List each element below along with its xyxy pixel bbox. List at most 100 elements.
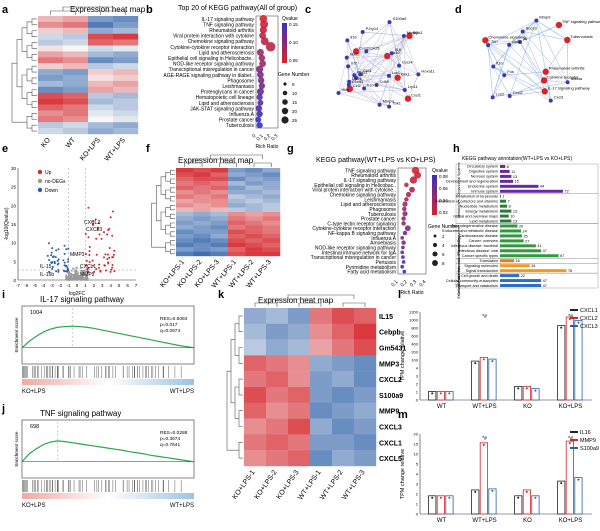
y-tick-label: 20 (11, 203, 17, 208)
annotation-value: 15 (515, 180, 519, 184)
heatmap-cell (176, 172, 194, 177)
network-node (352, 48, 360, 55)
heatmap-cell (88, 63, 114, 70)
annotation-bar (500, 189, 563, 193)
network-edge (376, 84, 405, 91)
network-node-label: Cxcl5 (369, 45, 380, 50)
heatmap-cell (245, 181, 263, 186)
heatmap-cell (210, 207, 229, 213)
annotation-item-label: Lipid metabolism (470, 219, 499, 223)
volcano-point-nodeg (68, 274, 71, 277)
volcano-point-down (51, 267, 54, 270)
heatmap-cell (193, 176, 211, 182)
gsea-j: TNF signaling pathway 698 RES=0.0288p=0.3… (14, 409, 195, 509)
heatmap-cell (228, 216, 246, 221)
heatmap-cell (245, 247, 263, 252)
kegg-bubble-b: Top 20 of KEGG pathway(All of group) IL-… (163, 5, 309, 150)
network-edge (488, 41, 521, 46)
network-node-label: Ptgs1 (357, 69, 368, 74)
volcano-point-down (55, 270, 58, 273)
network-node (364, 49, 369, 54)
annotation-value: 7 (508, 200, 510, 204)
volcano-point-nodeg (70, 278, 73, 280)
heatmap-cell (210, 168, 229, 173)
heatmap-cell (354, 450, 377, 467)
network-node (540, 77, 548, 84)
heatmap-cell (210, 203, 229, 208)
annotation-item-label: Immune system (471, 190, 498, 194)
bar-legend-label: CXCL1 (580, 308, 598, 314)
heatmap-cell (245, 198, 263, 204)
heatmap-cell (228, 198, 246, 204)
heatmap-cell (113, 75, 139, 82)
network-node-label: IL-17 signaling pathway (548, 85, 590, 90)
network-edge (399, 65, 419, 75)
dendrogram-branch (165, 172, 171, 182)
volcano-point-nodeg (68, 276, 71, 279)
gene-number-legend-dot (281, 116, 289, 124)
annotation-value: 67 (560, 254, 564, 258)
qvalue-tick: 0.10 (289, 40, 298, 45)
heatmap-cell (354, 402, 377, 419)
bar (565, 316, 574, 401)
network-edge (519, 41, 545, 81)
network-node (346, 64, 351, 69)
heatmap-cell (210, 212, 229, 217)
bar-y-tick: 1000 (409, 318, 419, 323)
bubble-point (401, 260, 406, 264)
heatmap-cell (332, 355, 355, 372)
annotation-value: 13 (513, 219, 517, 223)
x-axis-label: log2FC (69, 291, 86, 297)
qvalue-tick: 0.02 (439, 210, 448, 215)
volcano-point-down (57, 270, 60, 273)
gene-number-legend-title: Gene Number (278, 72, 310, 78)
heatmap-cell (210, 194, 229, 199)
volcano-point-nodeg (79, 275, 82, 278)
network-edge (397, 35, 405, 78)
bubble-point (401, 216, 406, 221)
bar-point (577, 321, 580, 324)
pathway-label: NOD-like receptor signaling pathway (315, 246, 397, 252)
volcano-point-up (103, 256, 106, 259)
bubble-point (259, 60, 266, 67)
heatmap-cell (176, 203, 194, 208)
heatmap-cell (113, 51, 139, 58)
heatmap-cell (210, 172, 229, 177)
volcano-point-up (87, 266, 90, 269)
network-node (344, 55, 349, 60)
heatmap-cell (245, 168, 263, 173)
annotation-group-name: Human Diseases (457, 227, 461, 255)
bar-point (525, 387, 528, 390)
panel-label-k: k (218, 289, 225, 301)
heatmap-cell (228, 168, 246, 173)
volcano-point-up (88, 261, 91, 264)
pathway-label: Transcriptional misregulation in cancer (311, 255, 397, 261)
network-node-label: Chemokine signaling (488, 34, 525, 39)
heatmap-cell (354, 371, 377, 388)
volcano-point-down (57, 258, 60, 261)
network-edge (363, 22, 390, 89)
network-edge (407, 74, 419, 99)
bars-m-plot: TPM change relative 0 1 2 3 4 5 10 15 20 WT WT+LPS K… (400, 430, 599, 524)
annotation-value: 22 (521, 274, 525, 278)
annotation-bar (500, 169, 510, 173)
heatmap-cell (193, 220, 211, 226)
heatmap-cell (38, 80, 64, 87)
network-edge (389, 22, 419, 75)
bar-y-label: TPM change relative (400, 331, 406, 381)
annotation-value: 34 (531, 264, 535, 268)
annotation-bar (500, 264, 530, 268)
heatmap-cell (63, 122, 89, 129)
heatmap-cell (245, 229, 263, 235)
volcano-point-down (54, 256, 57, 259)
bar (557, 325, 566, 401)
volcano-point-down (46, 254, 49, 257)
volcano-point-down (50, 254, 53, 257)
gene-number-legend-title: Gene Number (428, 224, 460, 230)
gsea-i-title: IL-17 signaling pathway (40, 295, 124, 304)
volcano-point-up (112, 210, 115, 213)
heatmap-cell (332, 387, 355, 403)
bubble-point (255, 116, 262, 123)
network-edge (347, 40, 365, 89)
annotation-item-label: Development and regeneration (446, 180, 498, 184)
